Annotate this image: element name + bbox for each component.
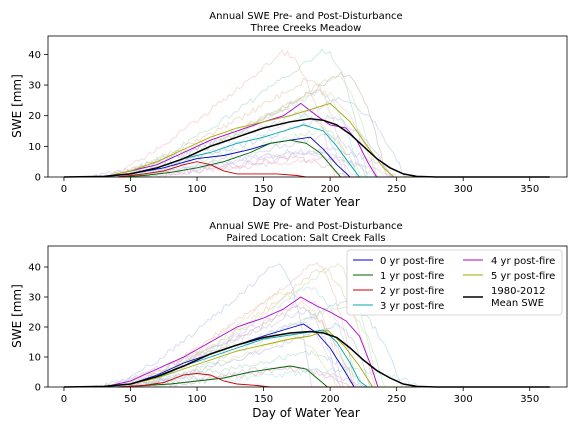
- legend-label: 3 yr post-fire: [380, 301, 444, 312]
- x-tick-label: 250: [387, 394, 406, 405]
- y-tick-label: 10: [28, 353, 41, 364]
- chart-title-line1: Annual SWE Pre- and Post-Disturbance: [209, 11, 402, 22]
- legend-box: [346, 249, 563, 316]
- series-line: [63, 118, 550, 178]
- x-tick-label: 200: [321, 184, 340, 195]
- y-tick-label: 40: [28, 50, 41, 61]
- series-line: [103, 329, 550, 388]
- x-axis-label: Day of Water Year: [252, 195, 360, 209]
- y-ticks: 0 10 20 30 40: [28, 263, 48, 394]
- x-axis-label: Day of Water Year: [252, 406, 360, 420]
- background-year-line: [64, 96, 549, 178]
- x-tick-label: 350: [520, 394, 539, 405]
- y-ticks: 0 10 20 30 40: [28, 50, 48, 184]
- y-tick-label: 0: [35, 173, 41, 184]
- y-tick-label: 20: [28, 111, 41, 122]
- x-tick-label: 250: [387, 184, 406, 195]
- chart-title-line1: Annual SWE Pre- and Post-Disturbance: [209, 221, 402, 232]
- series-layer: [63, 102, 550, 178]
- background-years-layer: [64, 48, 549, 178]
- x-tick-label: 0: [61, 394, 67, 405]
- legend-label: 2 yr post-fire: [380, 286, 444, 297]
- x-ticks: 0 50 100 150 200 250 300 350: [61, 387, 539, 405]
- legend-label: 4 yr post-fire: [491, 256, 555, 267]
- series-line: [117, 139, 550, 178]
- series-line: [117, 161, 550, 178]
- series-layer: [63, 296, 550, 388]
- background-year-line: [64, 48, 549, 178]
- series-line: [117, 373, 550, 388]
- y-tick-label: 30: [28, 293, 41, 304]
- series-line: [103, 296, 550, 388]
- legend: 0 yr post-fire 1 yr post-fire 2 yr post-…: [346, 249, 563, 316]
- series-line: [103, 323, 550, 388]
- x-tick-label: 300: [454, 184, 473, 195]
- chart-three-creeks-meadow: Annual SWE Pre- and Post-Disturbance Thr…: [10, 11, 568, 209]
- series-line: [117, 365, 550, 388]
- x-tick-label: 150: [254, 184, 273, 195]
- background-year-line: [64, 306, 549, 388]
- series-line: [63, 330, 550, 388]
- y-tick-label: 30: [28, 81, 41, 92]
- x-tick-label: 0: [61, 184, 67, 195]
- chart-title-line2: Three Creeks Meadow: [250, 23, 362, 34]
- y-axis-label: SWE [mm]: [10, 284, 24, 348]
- x-tick-label: 200: [321, 394, 340, 405]
- background-year-line: [64, 335, 549, 388]
- legend-label: 5 yr post-fire: [491, 271, 555, 282]
- y-tick-label: 40: [28, 263, 41, 274]
- x-tick-label: 300: [454, 394, 473, 405]
- legend-label: 1 yr post-fire: [380, 271, 444, 282]
- series-line: [103, 102, 550, 178]
- plot-frame: [47, 35, 568, 178]
- legend-label: 0 yr post-fire: [380, 256, 444, 267]
- x-tick-label: 50: [124, 184, 137, 195]
- y-tick-label: 10: [28, 142, 41, 153]
- legend-label: Mean SWE: [491, 298, 544, 309]
- series-line: [103, 329, 550, 388]
- x-tick-label: 350: [520, 184, 539, 195]
- x-ticks: 0 50 100 150 200 250 300 350: [61, 177, 539, 195]
- background-year-line: [64, 114, 549, 178]
- chart-title-line2: Paired Location: Salt Creek Falls: [226, 233, 385, 244]
- series-line: [103, 102, 550, 178]
- x-tick-label: 100: [187, 394, 206, 405]
- x-tick-label: 50: [124, 394, 137, 405]
- chart-salt-creek-falls: Annual SWE Pre- and Post-Disturbance Pai…: [10, 221, 568, 420]
- x-tick-label: 150: [254, 394, 273, 405]
- plot-frame: [47, 245, 568, 388]
- y-tick-label: 20: [28, 323, 41, 334]
- background-year-line: [64, 87, 549, 178]
- background-year-line: [64, 89, 549, 178]
- y-tick-label: 0: [35, 383, 41, 394]
- background-year-line: [64, 113, 549, 178]
- x-tick-label: 100: [187, 184, 206, 195]
- legend-label: 1980-2012: [491, 286, 546, 297]
- y-axis-label: SWE [mm]: [10, 74, 24, 138]
